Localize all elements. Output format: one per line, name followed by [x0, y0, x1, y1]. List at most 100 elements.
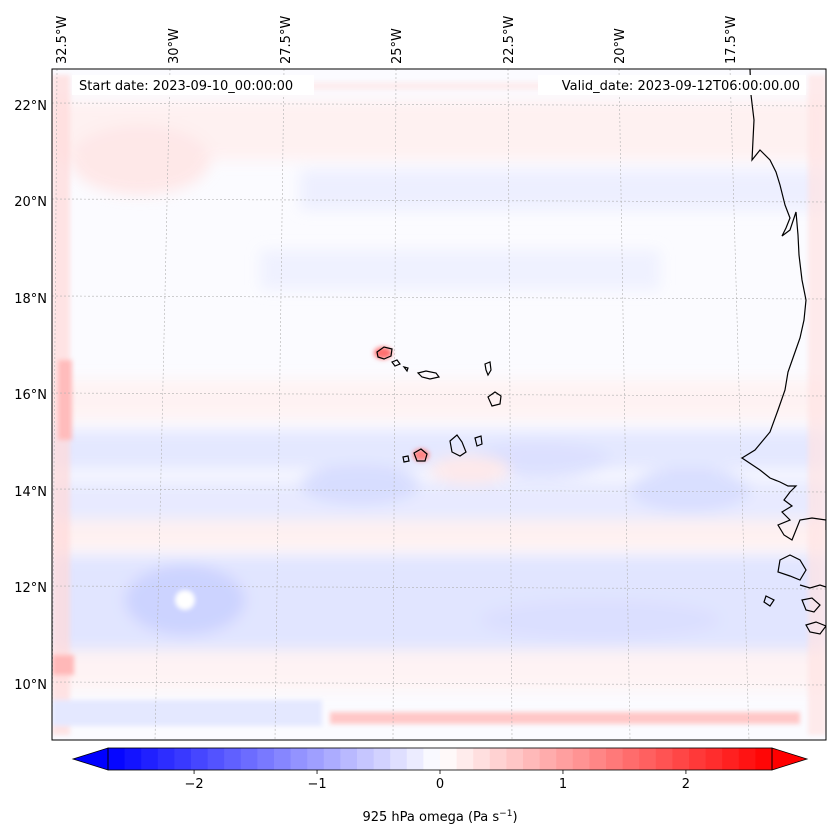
colorbar-cell — [523, 748, 541, 770]
island-santa-luzia — [402, 366, 409, 373]
lon-label: 20°W — [613, 28, 628, 64]
colorbar-cell — [108, 748, 126, 770]
gridline-lat — [52, 681, 826, 686]
colorbar-cell — [257, 748, 275, 770]
omega-patch — [480, 600, 720, 640]
lat-label: 12°N — [14, 581, 47, 596]
colorbar-cell — [539, 748, 557, 770]
colorbar-cell — [323, 748, 341, 770]
gridline-lat — [52, 392, 826, 397]
island-brava — [402, 455, 410, 463]
colorbar-cell — [738, 748, 756, 770]
omega-patch — [300, 465, 420, 505]
map-panel: Start date: 2023-09-10_00:00:00 Valid_da… — [51, 68, 827, 741]
omega-patch — [430, 456, 510, 484]
coastline-africa-south — [763, 584, 826, 635]
omega-band-positive — [52, 520, 826, 550]
omega-edge-north — [130, 82, 730, 90]
omega-edge-south — [330, 712, 800, 724]
omega-band-negative — [300, 170, 826, 210]
colorbar-label-close: ) — [512, 810, 517, 825]
map-frame — [51, 68, 827, 741]
island-sal — [484, 361, 492, 377]
lat-label: 16°N — [14, 388, 47, 403]
colorbar-cell — [340, 748, 358, 770]
colorbar-cell — [440, 748, 458, 770]
graticule — [52, 69, 826, 740]
colorbar-cell — [406, 748, 424, 770]
colorbar-cell — [689, 748, 707, 770]
omega-edge-south — [52, 700, 322, 726]
colorbar-label-exponent: −1 — [499, 809, 512, 819]
colorbar-cell — [655, 748, 673, 770]
lon-label: 17.5°W — [724, 16, 739, 64]
colorbar-cell — [672, 748, 690, 770]
colorbar-cell — [224, 748, 242, 770]
colorbar-cell — [240, 748, 258, 770]
colorbar-cell — [589, 748, 607, 770]
omega-field: Start date: 2023-09-10_00:00:00 Valid_da… — [52, 69, 826, 740]
colorbar-cells — [108, 748, 773, 770]
colorbar-cell — [290, 748, 308, 770]
gridline-lat — [52, 198, 826, 203]
omega-max-patch — [374, 347, 392, 359]
lon-label: 32.5°W — [55, 16, 70, 64]
colorbar-cell — [390, 748, 408, 770]
colorbar-cell — [307, 748, 325, 770]
colorbar-cell — [157, 748, 175, 770]
gridline-lat — [52, 488, 826, 493]
valid-date-label: Valid_date: 2023-09-12T06:00:00.00 — [562, 79, 800, 94]
colorbar: −2 −1 0 1 2 925 hPa omega (Pa s−1) — [71, 747, 809, 825]
longitude-labels: 32.5°W 30°W 27.5°W 25°W 22.5°W 20°W 17.5… — [55, 16, 739, 64]
omega-patch — [175, 590, 195, 610]
colorbar-cell — [373, 748, 391, 770]
island-boa-vista — [487, 391, 502, 407]
colorbar-cell — [357, 748, 375, 770]
colorbar-cell — [622, 748, 640, 770]
colorbar-cell — [473, 748, 491, 770]
start-date-box — [72, 75, 314, 95]
omega-band-positive — [52, 650, 826, 690]
colorbar-cell — [722, 748, 740, 770]
gridline-lat — [52, 585, 826, 590]
lat-label: 14°N — [14, 485, 47, 500]
gridline-lat — [52, 102, 826, 107]
colorbar-cell — [572, 748, 590, 770]
lon-label: 30°W — [167, 28, 182, 64]
colorbar-tick-label: 1 — [559, 777, 567, 792]
colorbar-cell — [489, 748, 507, 770]
lon-label: 25°W — [390, 28, 405, 64]
gridline-lat — [52, 295, 826, 300]
colorbar-cell — [755, 748, 773, 770]
island-fogo — [413, 448, 428, 462]
island-santiago — [449, 434, 467, 457]
island-santo-antao — [376, 346, 393, 360]
colorbar-cell — [556, 748, 574, 770]
colorbar-cell — [124, 748, 142, 770]
island-sao-vicente — [391, 359, 401, 367]
colorbar-extend-min — [71, 747, 109, 771]
colorbar-cell — [506, 748, 524, 770]
lat-label: 22°N — [14, 99, 47, 114]
colorbar-cell — [174, 748, 192, 770]
lat-label: 10°N — [14, 678, 47, 693]
colorbar-tick-label: −2 — [184, 777, 203, 792]
latitude-labels: 22°N 20°N 18°N 16°N 14°N 12°N 10°N — [14, 99, 47, 693]
coastline-africa — [740, 69, 826, 581]
colorbar-tick-label: 0 — [436, 777, 444, 792]
omega-patch — [70, 125, 210, 195]
lon-label: 22.5°W — [502, 16, 517, 64]
colorbar-cell — [606, 748, 624, 770]
start-date-label: Start date: 2023-09-10_00:00:00 — [79, 79, 293, 94]
colorbar-cell — [274, 748, 292, 770]
omega-edge-west — [58, 360, 72, 440]
colorbar-ticks: −2 −1 0 1 2 — [184, 770, 690, 792]
lat-label: 20°N — [14, 195, 47, 210]
colorbar-cell — [423, 748, 441, 770]
colorbar-extend-max — [771, 747, 809, 771]
omega-band-negative — [260, 250, 660, 290]
colorbar-cell — [191, 748, 209, 770]
colorbar-tick-label: 2 — [682, 777, 690, 792]
omega-band-positive — [52, 380, 826, 420]
colorbar-cell — [456, 748, 474, 770]
